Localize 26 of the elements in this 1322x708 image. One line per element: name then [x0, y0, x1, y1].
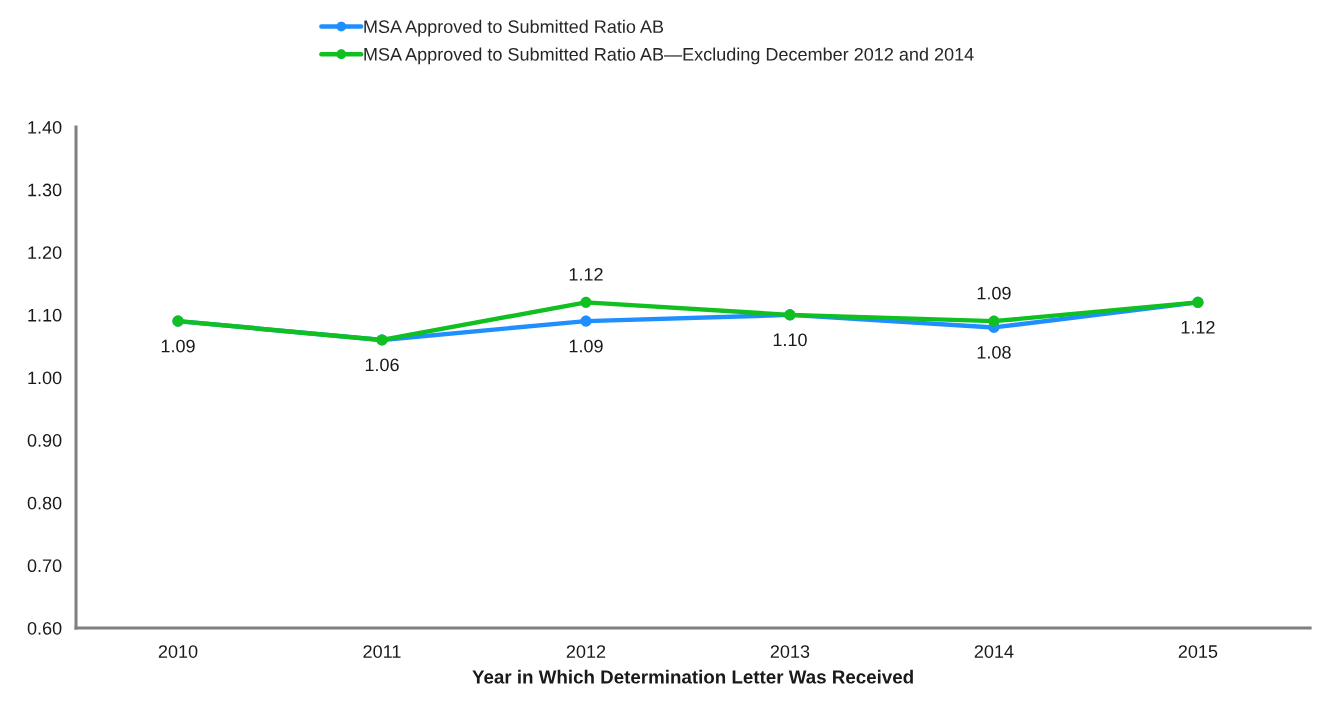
- y-tick-label: 0.80: [27, 496, 62, 510]
- data-label: 1.08: [977, 345, 1011, 359]
- data-label: 1.09: [161, 339, 195, 353]
- y-tick-label: 1.30: [28, 183, 62, 197]
- data-label: 1.12: [569, 267, 603, 281]
- y-tick-label: 1.00: [28, 371, 62, 385]
- x-tick-label: 2013: [770, 645, 810, 658]
- x-tick-label: 2012: [566, 645, 606, 658]
- legend-label: MSA Approved to Submitted Ratio AB: [364, 19, 664, 37]
- x-tick-label: 2010: [158, 645, 198, 658]
- y-tick-label: 0.70: [27, 559, 62, 573]
- x-tick-label: 2014: [974, 645, 1014, 658]
- data-label: 1.09: [569, 339, 603, 353]
- x-axis-title: Year in Which Determination Letter Was Received: [472, 669, 913, 684]
- y-tick-label: 0.60: [27, 621, 62, 635]
- y-tick-label: 1.40: [28, 120, 62, 134]
- data-label: 1.09: [977, 286, 1011, 300]
- y-tick-label: 0.90: [27, 434, 62, 447]
- y-tick-label: 1.10: [28, 308, 62, 322]
- x-tick-label: 2015: [1178, 645, 1218, 658]
- y-tick-label: 1.20: [28, 246, 62, 259]
- data-label: 1.12: [1181, 320, 1215, 334]
- legend-label: MSA Approved to Submitted Ratio AB—Excluding December 2012 and 2014: [364, 47, 974, 65]
- data-label: 1.06: [365, 358, 399, 372]
- x-tick-label: 2011: [363, 645, 401, 658]
- data-label: 1.10: [773, 333, 807, 347]
